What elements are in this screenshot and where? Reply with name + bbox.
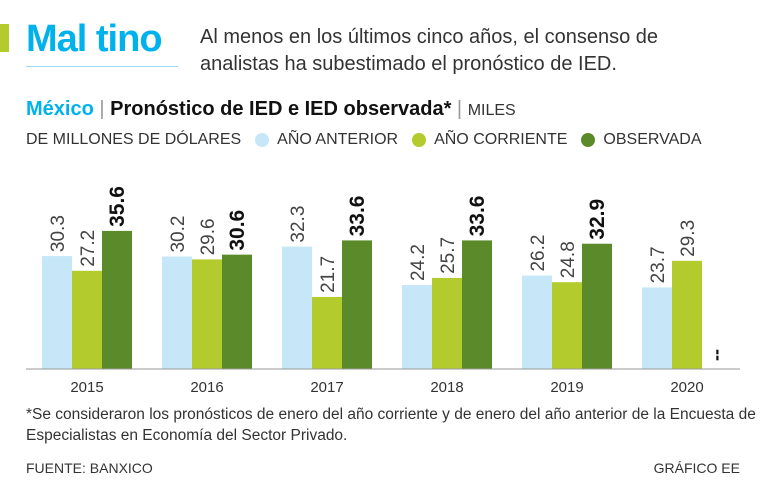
- credit: GRÁFICO EE: [653, 460, 740, 476]
- legend-swatch-observada: [581, 133, 596, 147]
- source: FUENTE: BANXICO: [26, 460, 153, 476]
- data-label: 24.2: [408, 244, 429, 281]
- data-label: 35.6: [106, 186, 129, 227]
- data-label: 29.3: [678, 220, 699, 257]
- x-tick-label: 2018: [430, 379, 463, 396]
- data-label: 29.6: [198, 218, 219, 255]
- x-tick-label: 2017: [310, 379, 343, 396]
- data-label: 32.3: [288, 206, 309, 243]
- legend-swatch-corriente: [412, 133, 427, 147]
- footnote: *Se consideraron los pronósticos de ener…: [26, 406, 756, 444]
- country: México: [26, 98, 94, 120]
- bar: [282, 246, 312, 369]
- bar: [72, 270, 102, 369]
- bar: [42, 256, 72, 369]
- bar: [582, 243, 612, 369]
- bar: [462, 240, 492, 369]
- chart-title: Pronóstico de IED e IED observada*: [110, 98, 452, 120]
- legend-corriente: AÑO CORRIENTE: [434, 131, 568, 148]
- bar: [642, 287, 672, 369]
- data-label: 27.2: [78, 230, 99, 267]
- x-tick-label: 2016: [190, 379, 223, 396]
- bar: [342, 240, 372, 369]
- bar: [522, 275, 552, 369]
- bar: [192, 259, 222, 369]
- legend-anterior: AÑO ANTERIOR: [277, 131, 399, 148]
- data-label: 33.6: [466, 196, 489, 237]
- units-part1: MILES: [467, 102, 516, 119]
- data-label: 25.7: [438, 237, 459, 274]
- bar: [672, 260, 702, 369]
- legend-observada: OBSERVADA: [603, 131, 702, 148]
- headline: Mal tino: [26, 18, 163, 60]
- bar: [162, 256, 192, 369]
- data-label: 30.2: [168, 216, 189, 253]
- bar: [402, 285, 432, 369]
- bar: [102, 230, 132, 369]
- data-label: 30.3: [48, 215, 69, 252]
- data-label: 26.2: [528, 235, 549, 272]
- x-tick-label: 2019: [550, 379, 583, 396]
- bar: [222, 254, 252, 369]
- data-label: 33.6: [346, 196, 369, 237]
- data-label: 23.7: [648, 246, 669, 283]
- x-tick-label: 2020: [670, 379, 703, 396]
- data-label: 32.9: [586, 199, 609, 240]
- data-label: 30.6: [226, 210, 249, 251]
- data-label: 24.8: [558, 241, 579, 278]
- missing-label: --: [706, 349, 726, 361]
- subtitle: Al menos en los últimos cinco años, el c…: [200, 26, 659, 75]
- bar: [432, 277, 462, 369]
- units-part2: DE MILLONES DE DÓLARES: [26, 131, 242, 148]
- bar: [312, 296, 342, 369]
- bar: [552, 282, 582, 369]
- headline-underline: [26, 66, 178, 67]
- legend: DE MILLONES DE DÓLARES AÑO ANTERIOR AÑO …: [26, 131, 702, 149]
- accent-bar: [0, 24, 9, 52]
- x-tick-label: 2015: [70, 379, 103, 396]
- data-label: 21.7: [318, 256, 339, 293]
- chart-header: México | Pronóstico de IED e IED observa…: [26, 98, 516, 120]
- legend-swatch-anterior: [255, 133, 270, 147]
